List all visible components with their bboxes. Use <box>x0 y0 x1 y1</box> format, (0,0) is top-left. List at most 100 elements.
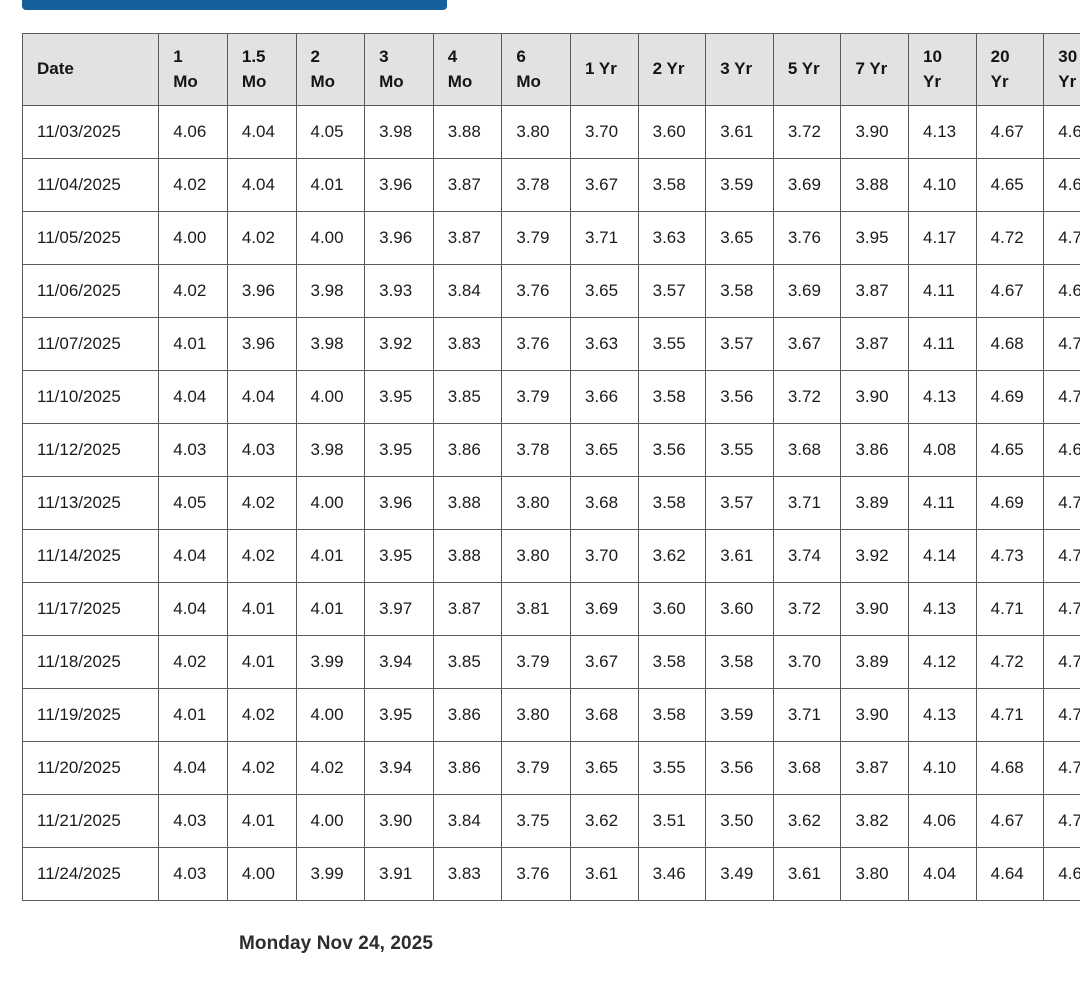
cell-rate-2yr: 3.56 <box>637 423 707 477</box>
cell-rate-6mo: 3.80 <box>501 476 571 530</box>
cell-rate-3mo: 3.98 <box>364 105 434 159</box>
table-row: 11/10/2025 4.04 4.04 4.00 3.95 3.85 3.79 3.66 3.… <box>21 370 1080 424</box>
cell-rate-20yr: 4.69 <box>975 370 1045 424</box>
column-header-line1: 20 <box>990 46 1010 66</box>
cell-rate-2mo: 4.00 <box>295 794 366 848</box>
cell-rate-20yr: 4.67 <box>975 105 1045 159</box>
cell-rate-30yr: 4.67 <box>1043 158 1080 212</box>
cell-rate-4mo: 3.84 <box>432 264 503 318</box>
cell-date: 11/12/2025 <box>21 423 160 477</box>
cell-rate-2mo: 3.99 <box>295 847 366 901</box>
cell-rate-2mo: 4.00 <box>295 370 366 424</box>
cell-rate-3yr: 3.56 <box>705 370 774 424</box>
cell-rate-6mo: 3.76 <box>501 847 571 901</box>
cell-rate-5yr: 3.61 <box>772 847 842 901</box>
cell-rate-7yr: 3.87 <box>840 741 910 795</box>
cell-rate-3yr: 3.59 <box>705 158 774 212</box>
column-header-10yr[interactable]: 10 Yr <box>908 33 977 106</box>
column-header-5yr[interactable]: 5 Yr <box>772 33 842 106</box>
cell-rate-5yr: 3.69 <box>772 158 842 212</box>
cell-rate-30yr: 4.71 <box>1043 794 1080 848</box>
cell-rate-3mo: 3.97 <box>364 582 434 636</box>
column-header-line1: Date <box>37 59 74 79</box>
cell-rate-2mo: 4.00 <box>295 476 366 530</box>
cell-rate-6mo: 3.79 <box>501 211 571 265</box>
cell-rate-10yr: 4.13 <box>908 582 977 636</box>
cell-rate-1mo: 4.02 <box>158 264 228 318</box>
cell-rate-20yr: 4.73 <box>975 529 1045 583</box>
cell-rate-2mo: 4.05 <box>295 105 366 159</box>
cell-rate-4mo: 3.88 <box>432 476 503 530</box>
table-row: 11/21/2025 4.03 4.01 4.00 3.90 3.84 3.75 3.62 3.… <box>21 794 1080 848</box>
column-header-7yr[interactable]: 7 Yr <box>840 33 910 106</box>
cell-rate-30yr: 4.74 <box>1043 635 1080 689</box>
cell-rate-2yr: 3.62 <box>637 529 707 583</box>
table-row: 11/07/2025 4.01 3.96 3.98 3.92 3.83 3.76 3.63 3.… <box>21 317 1080 371</box>
cell-rate-1.5mo: 4.01 <box>226 582 297 636</box>
column-header-label: 4 Mo <box>448 45 502 94</box>
column-header-line2: Mo <box>379 71 404 91</box>
cell-rate-20yr: 4.72 <box>975 635 1045 689</box>
column-header-20yr[interactable]: 20 Yr <box>975 33 1045 106</box>
cell-rate-3yr: 3.65 <box>705 211 774 265</box>
cell-rate-7yr: 3.82 <box>840 794 910 848</box>
cell-rate-10yr: 4.11 <box>908 317 977 371</box>
cell-rate-1mo: 4.02 <box>158 635 228 689</box>
cell-rate-3mo: 3.94 <box>364 741 434 795</box>
cell-rate-5yr: 3.76 <box>772 211 842 265</box>
cell-rate-6mo: 3.78 <box>501 423 571 477</box>
cell-rate-30yr: 4.73 <box>1043 582 1080 636</box>
column-header-6mo[interactable]: 6 Mo <box>501 33 571 106</box>
daily-treasury-yield-curve-rates-table: Date 1 Mo 1.5 Mo 2 Mo 3 Mo 4 Mo 6 Mo 1 Yr 2 Yr 3 Yr 5 Yr 7 Yr 1… <box>21 33 1080 901</box>
cell-rate-30yr: 4.71 <box>1043 370 1080 424</box>
cell-date: 11/21/2025 <box>21 794 160 848</box>
column-header-label: 10 Yr <box>923 45 976 94</box>
column-header-line2: Yr <box>598 59 617 79</box>
column-header-line1: 7 <box>855 59 865 79</box>
cell-rate-5yr: 3.71 <box>772 476 842 530</box>
column-header-2mo[interactable]: 2 Mo <box>295 33 366 106</box>
cell-rate-7yr: 3.92 <box>840 529 910 583</box>
column-header-1.5mo[interactable]: 1.5 Mo <box>226 33 297 106</box>
cell-date: 11/17/2025 <box>21 582 160 636</box>
cell-rate-6mo: 3.80 <box>501 688 571 742</box>
cell-date: 11/03/2025 <box>21 105 160 159</box>
active-tab-indicator[interactable] <box>22 0 447 10</box>
column-header-3yr[interactable]: 3 Yr <box>705 33 774 106</box>
cell-date: 11/07/2025 <box>21 317 160 371</box>
cell-rate-1mo: 4.02 <box>158 158 228 212</box>
cell-rate-2mo: 4.01 <box>295 582 366 636</box>
column-header-4mo[interactable]: 4 Mo <box>432 33 503 106</box>
cell-rate-1mo: 4.06 <box>158 105 228 159</box>
cell-rate-1.5mo: 4.01 <box>226 635 297 689</box>
column-header-30yr[interactable]: 30 Yr <box>1043 33 1080 106</box>
cell-rate-7yr: 3.90 <box>840 370 910 424</box>
cell-rate-1mo: 4.04 <box>158 582 228 636</box>
cell-rate-10yr: 4.08 <box>908 423 977 477</box>
cell-rate-1.5mo: 4.02 <box>226 211 297 265</box>
cell-rate-3mo: 3.96 <box>364 158 434 212</box>
cell-date: 11/13/2025 <box>21 476 160 530</box>
cell-rate-2mo: 3.99 <box>295 635 366 689</box>
table-header: Date 1 Mo 1.5 Mo 2 Mo 3 Mo 4 Mo 6 Mo 1 Yr 2 Yr 3 Yr 5 Yr 7 Yr 1… <box>21 33 1080 106</box>
column-header-date[interactable]: Date <box>21 33 160 106</box>
column-header-label: 7 Yr <box>855 59 887 78</box>
cell-rate-4mo: 3.86 <box>432 423 503 477</box>
column-header-label: 2 Mo <box>311 45 365 94</box>
cell-rate-5yr: 3.72 <box>772 105 842 159</box>
cell-date: 11/04/2025 <box>21 158 160 212</box>
column-header-1mo[interactable]: 1 Mo <box>158 33 228 106</box>
cell-rate-20yr: 4.68 <box>975 317 1045 371</box>
column-header-3mo[interactable]: 3 Mo <box>364 33 434 106</box>
cell-rate-1.5mo: 4.02 <box>226 476 297 530</box>
cell-rate-10yr: 4.11 <box>908 476 977 530</box>
column-header-1yr[interactable]: 1 Yr <box>570 33 639 106</box>
column-header-2yr[interactable]: 2 Yr <box>637 33 707 106</box>
cell-rate-20yr: 4.68 <box>975 741 1045 795</box>
cell-rate-30yr: 4.73 <box>1043 741 1080 795</box>
cell-rate-4mo: 3.86 <box>432 741 503 795</box>
cell-rate-7yr: 3.86 <box>840 423 910 477</box>
cell-rate-3yr: 3.55 <box>705 423 774 477</box>
cell-rate-4mo: 3.83 <box>432 317 503 371</box>
cell-rate-3yr: 3.49 <box>705 847 774 901</box>
